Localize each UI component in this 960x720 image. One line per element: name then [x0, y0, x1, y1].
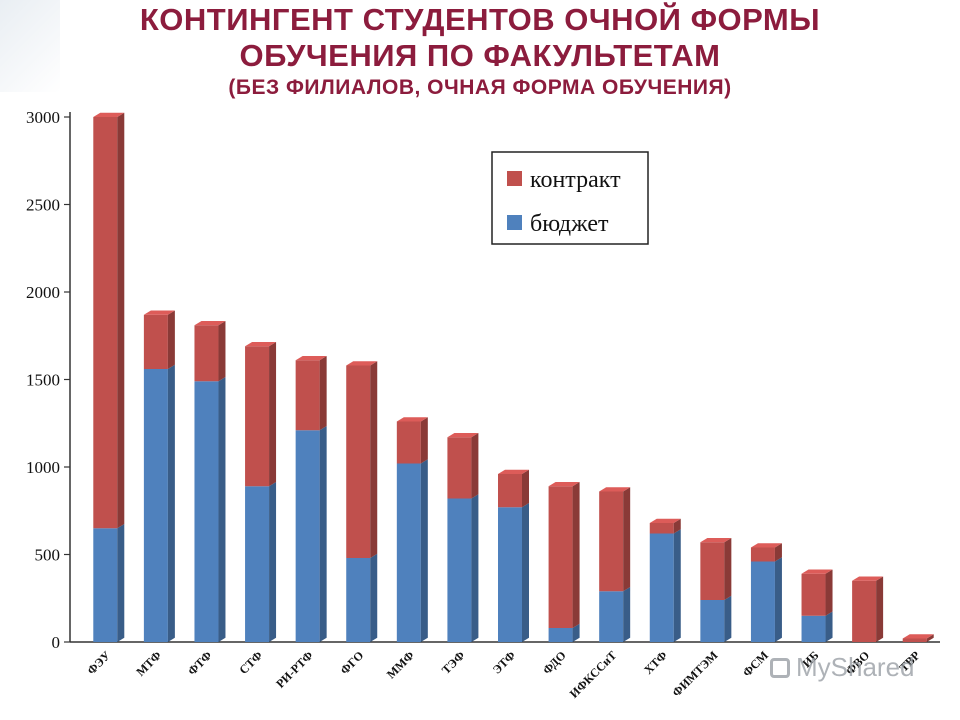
bar-top-face — [649, 518, 681, 523]
bar-top-face — [396, 417, 428, 422]
x-tick-label: ФТФ — [185, 648, 215, 678]
bar-budget — [93, 524, 125, 642]
bars — [93, 112, 934, 642]
y-tick-label: 1500 — [26, 371, 60, 390]
x-tick-label: ФГО — [337, 648, 366, 677]
x-tick-label: ХТФ — [641, 648, 670, 677]
bar-contract — [750, 543, 782, 562]
bar-budget — [295, 426, 327, 642]
bar-top-face — [498, 469, 529, 474]
bar-contract — [599, 487, 631, 592]
bar-top-face — [599, 487, 631, 492]
bar-contract — [93, 112, 125, 529]
bar-contract — [396, 417, 428, 464]
y-tick-label: 1000 — [26, 458, 60, 477]
legend-label-contract: контракт — [530, 167, 621, 193]
legend-label-budget: бюджет — [530, 211, 609, 237]
bar-budget — [801, 611, 833, 642]
bar-contract — [346, 361, 378, 558]
legend: контракт бюджет — [491, 151, 649, 245]
bar-budget — [194, 377, 226, 642]
bar-budget — [143, 364, 175, 642]
x-tick-label: МТФ — [133, 648, 164, 679]
legend-swatch-budget — [507, 215, 522, 230]
x-tick-label: ИФКССиТ — [567, 648, 620, 701]
x-tick-label: ТЭФ — [439, 648, 468, 677]
stacked-bar-chart: 0 500 1000 1500 2000 2500 3000 ФЭУ МТФ ФТФ СТФ РИ-… — [26, 108, 940, 701]
y-tick-label: 3000 — [26, 108, 60, 127]
bar-contract — [194, 321, 226, 382]
x-tick-label: ММФ — [384, 648, 417, 681]
bar-budget — [750, 557, 782, 642]
bar-budget — [245, 482, 277, 642]
bar-top-face — [295, 356, 327, 361]
bar-contract — [245, 342, 277, 487]
bar-top-face — [852, 576, 884, 581]
bar-contract — [801, 569, 833, 616]
watermark-text: MyShared — [796, 652, 915, 682]
bar-budget — [396, 459, 428, 642]
bar-contract — [649, 518, 681, 534]
x-tick-label: ФСМ — [740, 648, 771, 679]
bar-budget — [700, 595, 732, 642]
x-tick-label: ФДО — [540, 648, 569, 677]
bar-top-face — [801, 569, 833, 574]
bar-top-face — [700, 538, 732, 543]
bar-budget — [649, 529, 681, 642]
bar-contract — [143, 310, 175, 369]
title-line-1: КОНТИНГЕНТ СТУДЕНТОВ ОЧНОЙ ФОРМЫ — [139, 2, 821, 37]
x-tick-label: СТФ — [236, 648, 265, 677]
y-tick-label: 500 — [35, 546, 61, 565]
y-tick-label: 0 — [52, 633, 61, 652]
header: КОНТИНГЕНТ СТУДЕНТОВ ОЧНОЙ ФОРМЫ ОБУЧЕНИ… — [0, 0, 960, 99]
legend-swatch-contract — [507, 171, 522, 186]
bar-top-face — [447, 433, 479, 438]
bar-budget — [498, 503, 529, 642]
x-tick-label: ФЭУ — [84, 648, 113, 677]
bar-contract — [902, 634, 934, 642]
bar-contract — [498, 469, 529, 508]
bar-top-face — [245, 342, 277, 347]
bar-contract — [852, 576, 884, 642]
bar-top-face — [143, 310, 175, 315]
bar-contract — [447, 433, 479, 499]
bar-budget — [346, 553, 378, 642]
bar-budget — [599, 587, 631, 642]
bar-budget — [447, 494, 479, 642]
bar-top-face — [750, 543, 782, 548]
bar-top-face — [548, 482, 580, 487]
bar-top-face — [902, 634, 934, 639]
title-line-2: ОБУЧЕНИЯ ПО ФАКУЛЬТЕТАМ — [239, 38, 721, 73]
watermark: MyShared — [770, 652, 915, 683]
bar-top-face — [194, 321, 226, 326]
watermark-logo-icon — [770, 658, 790, 678]
bar-contract — [700, 538, 732, 600]
y-tick-label: 2000 — [26, 283, 60, 302]
bar-budget — [548, 623, 580, 642]
bar-contract — [548, 482, 580, 628]
y-tick-label: 2500 — [26, 196, 60, 215]
corner-decoration — [0, 0, 60, 92]
bar-contract — [295, 356, 327, 431]
x-tick-label: ФИМТЭМ — [669, 648, 720, 699]
bar-top-face — [346, 361, 378, 366]
subtitle: (БЕЗ ФИЛИАЛОВ, ОЧНАЯ ФОРМА ОБУЧЕНИЯ) — [228, 76, 732, 99]
x-tick-label: РИ-РТФ — [273, 648, 316, 691]
x-tick-label: ЭТФ — [490, 648, 518, 676]
bar-top-face — [93, 112, 125, 117]
